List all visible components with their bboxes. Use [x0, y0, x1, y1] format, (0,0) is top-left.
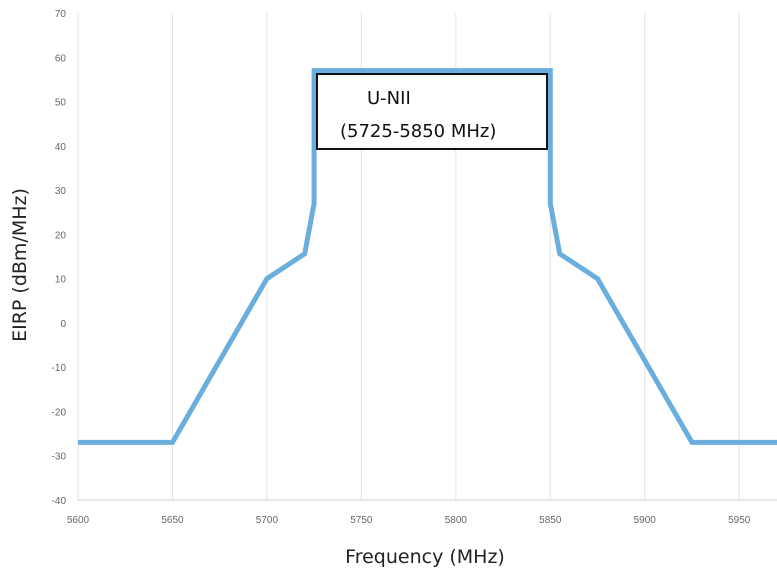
y-tick-label: 0 — [60, 319, 66, 330]
x-tick-label: 5900 — [634, 515, 657, 526]
y-tick-label: 60 — [55, 53, 67, 64]
x-axis-title: Frequency (MHz) — [345, 546, 505, 568]
annotation-line-2: (5725-5850 MHz) — [340, 121, 496, 142]
emission-mask-line — [78, 68, 777, 445]
y-tick-label: -20 — [52, 407, 67, 418]
y-tick-label: -30 — [52, 452, 67, 463]
x-tick-label: 5750 — [350, 515, 373, 526]
y-tick-label: 70 — [55, 9, 67, 20]
y-tick-label: 40 — [55, 142, 67, 153]
x-tick-label: 5800 — [445, 515, 468, 526]
x-tick-label: 5600 — [67, 515, 90, 526]
y-tick-label: 30 — [55, 186, 67, 197]
y-tick-label: -40 — [52, 496, 67, 507]
x-tick-label: 5650 — [161, 515, 184, 526]
x-tick-label: 5950 — [728, 515, 751, 526]
x-tick-label: 5850 — [539, 515, 562, 526]
y-tick-label: 50 — [55, 98, 67, 109]
y-tick-label: 20 — [55, 230, 67, 241]
y-axis-title: EIRP (dBm/MHz) — [9, 188, 31, 342]
annotation-line-1: U-NII — [367, 88, 411, 109]
tick-labels: 5600 5650 5700 5750 5800 5850 5900 5950 -40 -30 -2… — [52, 9, 751, 526]
annotation-box — [316, 73, 548, 150]
x-tick-label: 5700 — [256, 515, 279, 526]
y-tick-label: 10 — [55, 275, 67, 286]
y-tick-label: -10 — [52, 363, 67, 374]
